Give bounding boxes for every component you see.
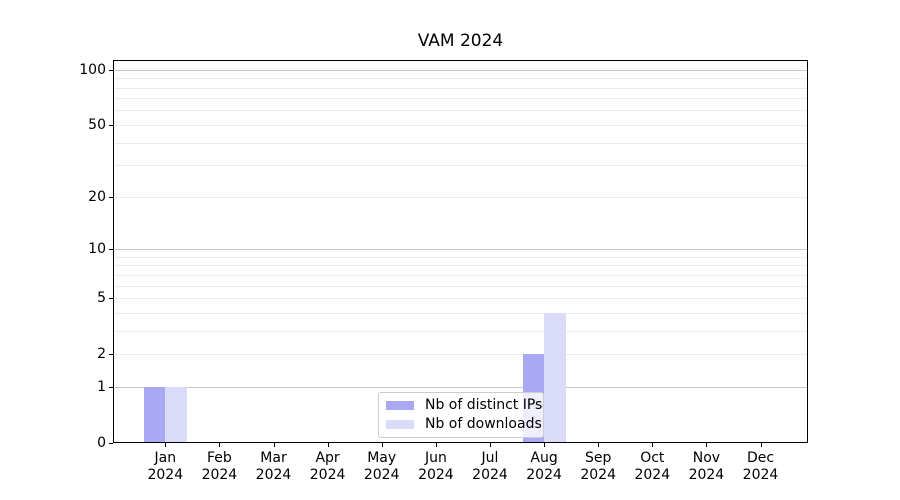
x-tick-year: 2024	[580, 466, 616, 483]
minor-gridline	[114, 196, 807, 198]
minor-gridline	[114, 142, 807, 144]
minor-gridline	[114, 165, 807, 167]
x-tick-mark	[435, 443, 437, 447]
legend-label-downloads: Nb of downloads	[425, 416, 542, 432]
y-tick-mark	[109, 196, 113, 198]
minor-gridline	[114, 354, 807, 356]
x-tick-month: Jun	[424, 450, 447, 466]
minor-gridline	[114, 265, 807, 267]
legend-label-distinct-ips: Nb of distinct IPs	[425, 397, 543, 413]
major-gridline	[114, 69, 807, 71]
x-tick-label: Aug 2024	[512, 450, 576, 483]
minor-gridline	[114, 98, 807, 100]
minor-gridline	[114, 87, 807, 89]
minor-gridline	[114, 110, 807, 112]
x-tick-year: 2024	[526, 466, 562, 483]
x-tick-month: Nov	[692, 450, 721, 466]
x-tick-year: 2024	[688, 466, 725, 483]
x-tick-label: Jan 2024	[133, 450, 197, 483]
minor-gridline	[114, 124, 807, 126]
y-tick-mark	[109, 298, 113, 299]
x-tick-label: Apr 2024	[296, 450, 360, 483]
y-tick-mark	[109, 354, 113, 356]
minor-gridline	[114, 298, 807, 299]
y-tick-label: 5	[97, 290, 106, 306]
legend-item-downloads: Nb of downloads	[386, 417, 543, 431]
x-tick-year: 2024	[309, 466, 346, 483]
x-tick-label: Sep 2024	[566, 450, 630, 483]
major-gridline	[114, 249, 807, 250]
x-tick-year: 2024	[147, 466, 184, 483]
x-tick-mark	[544, 443, 546, 447]
x-tick-label: Jul 2024	[458, 450, 522, 483]
y-tick-label: 0	[97, 435, 106, 451]
x-tick-year: 2024	[634, 466, 671, 483]
legend-swatch-downloads	[386, 419, 414, 429]
x-tick-year: 2024	[742, 466, 779, 483]
y-tick-label: 2	[97, 346, 106, 363]
chart-title: VAM 2024	[417, 31, 504, 51]
x-tick-label: Mar 2024	[242, 450, 306, 483]
major-gridline	[114, 386, 807, 388]
x-tick-month: Apr	[315, 450, 340, 466]
x-tick-year: 2024	[472, 466, 508, 483]
y-tick-label: 10	[88, 241, 106, 257]
y-tick-mark	[109, 443, 113, 444]
legend-swatch-distinct-ips	[386, 400, 414, 410]
x-tick-year: 2024	[255, 466, 292, 483]
plot-area	[113, 60, 808, 443]
x-tick-mark	[219, 443, 221, 447]
x-tick-label: Feb 2024	[187, 450, 251, 483]
x-tick-month: Feb	[206, 450, 232, 466]
x-tick-mark	[652, 443, 654, 447]
y-tick-mark	[109, 386, 113, 388]
bar-downloads	[544, 312, 566, 442]
x-tick-mark	[273, 443, 275, 447]
legend-item-distinct-ips: Nb of distinct IPs	[386, 398, 543, 412]
gridlines-layer	[114, 61, 807, 442]
x-tick-month: Dec	[746, 450, 775, 466]
y-tick-label: 1	[97, 378, 106, 395]
x-tick-label: Jun 2024	[404, 450, 468, 483]
x-tick-mark	[598, 443, 600, 447]
legend: Nb of distinct IPs Nb of downloads	[378, 392, 544, 438]
y-tick-label: 100	[79, 61, 106, 78]
x-tick-mark	[165, 443, 167, 447]
minor-gridline	[114, 285, 807, 287]
y-tick-mark	[109, 124, 113, 126]
y-tick-label: 20	[88, 188, 106, 205]
x-tick-label: Dec 2024	[729, 450, 793, 483]
x-tick-mark	[490, 443, 491, 447]
minor-gridline	[114, 274, 807, 276]
minor-gridline	[114, 256, 807, 258]
x-tick-label: Oct 2024	[620, 450, 684, 483]
x-tick-year: 2024	[201, 466, 238, 483]
y-tick-mark	[109, 249, 113, 250]
x-tick-mark	[706, 443, 708, 447]
bar-downloads	[165, 386, 187, 442]
bar-distinct-ips	[143, 386, 166, 442]
x-tick-month: Oct	[640, 450, 665, 466]
minor-gridline	[114, 330, 807, 332]
x-tick-year: 2024	[418, 466, 454, 483]
x-tick-month: May	[367, 450, 397, 466]
x-tick-mark	[327, 443, 329, 447]
bars-layer	[114, 61, 807, 442]
x-tick-year: 2024	[363, 466, 400, 483]
x-tick-mark	[760, 443, 762, 447]
x-tick-label: May 2024	[350, 450, 414, 483]
x-tick-label: Nov 2024	[674, 450, 738, 483]
y-tick-label: 50	[88, 116, 106, 133]
x-tick-mark	[381, 443, 383, 447]
x-tick-month: Mar	[260, 450, 287, 466]
y-tick-mark	[109, 69, 113, 71]
x-tick-month: Jan	[154, 450, 177, 466]
minor-gridline	[114, 312, 807, 314]
x-tick-month: Jul	[481, 450, 499, 466]
minor-gridline	[114, 78, 807, 80]
x-tick-month: Sep	[584, 450, 612, 466]
x-tick-month: Aug	[530, 450, 558, 466]
